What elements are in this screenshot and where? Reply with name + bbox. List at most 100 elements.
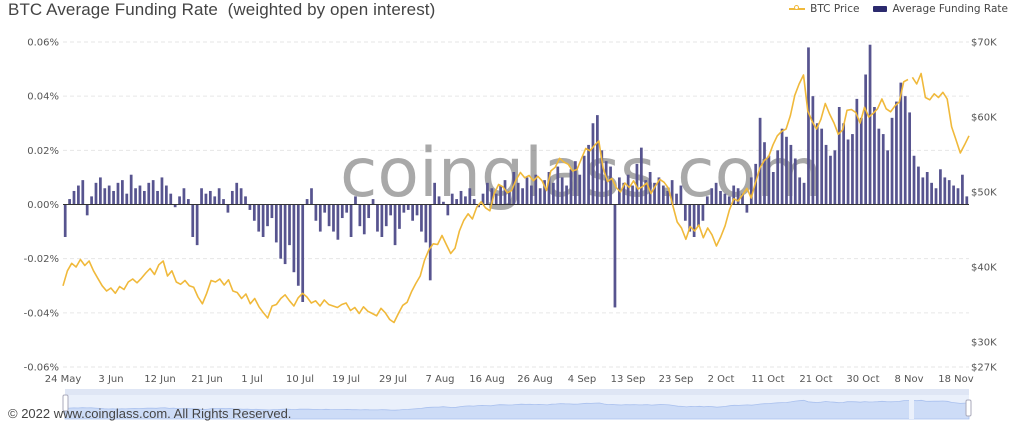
funding-bar	[815, 123, 819, 205]
right-axis: $70K $60K $50K $40K $30K $27K	[971, 38, 997, 374]
funding-bar	[758, 117, 762, 205]
legend-label: Average Funding Rate	[892, 3, 1008, 15]
right-axis-tick: $70K	[971, 38, 997, 49]
funding-bar	[85, 204, 89, 216]
funding-bar	[895, 101, 898, 205]
funding-bar	[415, 204, 419, 216]
x-axis-tick: 3 Jun	[98, 374, 123, 385]
funding-bar	[692, 204, 696, 237]
funding-bar	[340, 204, 344, 219]
data-zoom-slider[interactable]	[62, 389, 972, 420]
funding-bar	[534, 174, 538, 205]
funding-bar	[437, 196, 441, 205]
funding-bar	[903, 96, 907, 205]
funding-bar	[512, 172, 516, 205]
funding-bar	[296, 204, 300, 286]
funding-bar	[569, 169, 573, 205]
funding-bar	[455, 199, 458, 205]
funding-bar	[252, 204, 256, 221]
funding-bar	[622, 182, 626, 205]
funding-bar	[609, 166, 612, 205]
left-axis-tick: 0.04%	[27, 92, 59, 103]
x-axis-tick: 18 Nov	[938, 374, 974, 385]
funding-bar	[666, 190, 670, 205]
funding-bar	[499, 185, 502, 205]
funding-bar	[248, 204, 252, 210]
funding-bar	[574, 161, 577, 205]
legend-item-funding-rate[interactable]: Average Funding Rate	[873, 3, 1008, 15]
right-axis-tick: $60K	[971, 113, 997, 124]
funding-bar	[63, 204, 67, 237]
funding-bar	[393, 204, 397, 246]
funding-bar	[191, 204, 195, 237]
x-axis: 24 May 3 Jun 12 Jun 21 Jun 1 Jul 10 Jul 19 Jul…	[45, 374, 974, 385]
x-axis-tick: 10 Jul	[286, 374, 314, 385]
funding-bar	[279, 204, 283, 259]
x-axis-tick: 30 Oct	[846, 374, 879, 385]
funding-bar	[859, 117, 863, 205]
funding-bar	[420, 204, 423, 232]
funding-bar	[503, 180, 507, 205]
funding-bar	[530, 185, 533, 205]
funding-bar	[266, 204, 269, 227]
funding-bar	[406, 204, 410, 210]
funding-bar	[138, 185, 142, 205]
funding-bar	[147, 182, 151, 205]
funding-bar	[556, 166, 560, 205]
left-axis-tick: 0.06%	[27, 38, 59, 49]
slider-handle-right[interactable]	[965, 399, 972, 417]
funding-bar	[446, 204, 450, 216]
funding-bar	[798, 177, 802, 205]
funding-bar	[925, 172, 929, 205]
x-axis-tick: 23 Sep	[659, 374, 694, 385]
funding-bar	[345, 204, 349, 213]
funding-bar	[868, 44, 872, 205]
funding-bar	[433, 182, 436, 205]
legend-item-btc-price[interactable]: BTC Price	[789, 3, 859, 15]
funding-bar	[811, 96, 815, 205]
funding-bar	[741, 193, 744, 205]
funding-bar	[468, 188, 472, 205]
funding-bar	[723, 193, 727, 205]
slider-top-band	[65, 389, 969, 395]
funding-bar	[230, 190, 234, 205]
funding-bar	[129, 174, 133, 205]
funding-bar	[886, 150, 889, 205]
slider-handle-left[interactable]	[62, 394, 69, 412]
funding-bar	[226, 204, 230, 213]
funding-bar	[552, 182, 555, 205]
funding-rate-bars[interactable]	[63, 44, 969, 308]
funding-bar	[675, 193, 678, 205]
funding-bar	[631, 185, 634, 205]
funding-bar	[697, 204, 700, 227]
funding-bar	[538, 188, 542, 205]
funding-bar	[543, 180, 546, 205]
funding-bar	[727, 196, 731, 205]
funding-bar	[288, 204, 291, 246]
funding-bar	[873, 107, 876, 205]
funding-bar	[305, 199, 309, 205]
funding-bar	[481, 193, 485, 205]
x-axis-tick: 19 Jul	[332, 374, 360, 385]
funding-bar	[807, 47, 810, 205]
x-axis-tick: 21 Jun	[191, 374, 223, 385]
funding-bar	[626, 174, 630, 205]
funding-bar	[261, 204, 265, 237]
funding-bar	[134, 188, 137, 205]
funding-bar	[354, 196, 357, 205]
x-axis-tick: 4 Sep	[568, 374, 596, 385]
btc-price-line[interactable]	[62, 72, 970, 324]
x-axis-tick: 2 Oct	[708, 374, 735, 385]
x-axis-tick: 13 Sep	[611, 374, 646, 385]
funding-bar	[917, 166, 920, 205]
funding-bar	[204, 193, 208, 205]
funding-bar	[178, 196, 181, 205]
funding-bar	[732, 185, 736, 205]
funding-bar	[217, 188, 221, 205]
funding-bar	[156, 190, 159, 205]
funding-bar	[767, 155, 771, 205]
funding-bar	[349, 204, 353, 237]
funding-bar	[657, 177, 661, 205]
funding-bar	[837, 107, 841, 205]
